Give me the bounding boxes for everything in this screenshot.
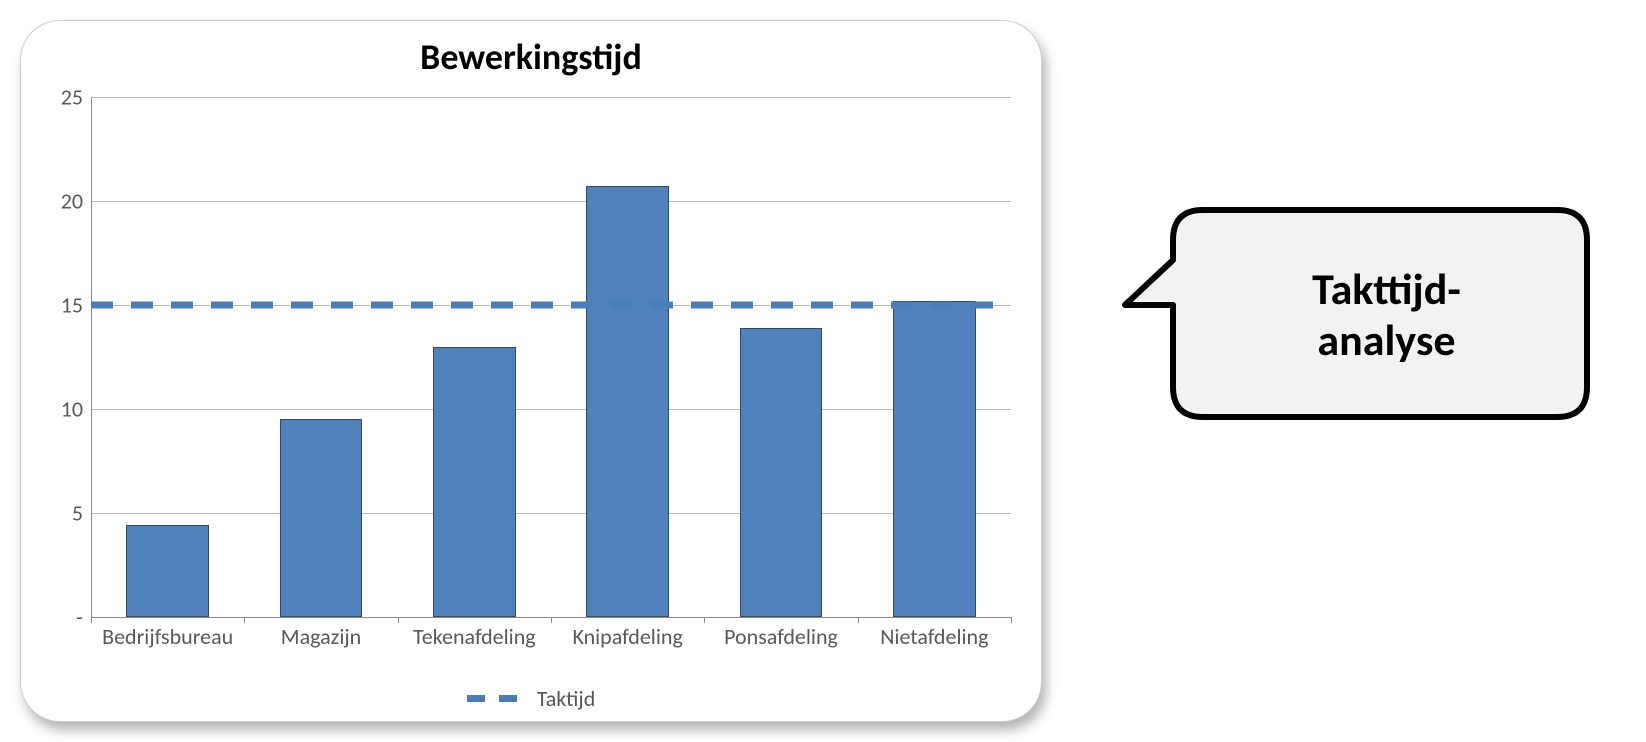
- chart-legend: Taktijd: [21, 681, 1041, 712]
- chart-card: Bewerkingstijd -510152025BedrijfsbureauM…: [20, 20, 1042, 722]
- gridline: [91, 409, 1011, 410]
- y-tick-label: -: [76, 604, 83, 631]
- x-tick-label: Tekenafdeling: [413, 623, 536, 650]
- y-axis: [91, 97, 92, 617]
- stage: Bewerkingstijd -510152025BedrijfsbureauM…: [0, 0, 1646, 742]
- gridline: [91, 201, 1011, 202]
- x-tick-mark: [1011, 617, 1012, 623]
- takt-reference-line: [91, 302, 1011, 309]
- bar: [740, 328, 823, 617]
- x-tick-label: Nietafdeling: [880, 623, 988, 650]
- bar: [126, 525, 209, 617]
- chart-title: Bewerkingstijd: [21, 35, 1041, 79]
- bar: [433, 347, 516, 617]
- x-tick-mark: [244, 617, 245, 623]
- bar: [586, 186, 669, 617]
- y-tick-label: 5: [72, 500, 83, 527]
- callout-bubble: Takttijd- analyse: [1120, 190, 1590, 420]
- x-tick-mark: [551, 617, 552, 623]
- x-tick-label: Ponsafdeling: [724, 623, 838, 650]
- callout-text: Takttijd- analyse: [1120, 190, 1590, 420]
- bar: [280, 419, 363, 617]
- x-tick-label: Bedrijfsbureau: [102, 623, 233, 650]
- x-tick-mark: [858, 617, 859, 623]
- x-tick-label: Knipafdeling: [572, 623, 682, 650]
- x-tick-mark: [398, 617, 399, 623]
- y-tick-label: 20: [61, 188, 83, 215]
- x-tick-mark: [704, 617, 705, 623]
- legend-dash-icon: [467, 695, 527, 702]
- gridline: [91, 97, 1011, 98]
- x-tick-mark: [91, 617, 92, 623]
- plot-area: -510152025BedrijfsbureauMagazijnTekenafd…: [91, 97, 1011, 617]
- y-tick-label: 15: [61, 292, 83, 319]
- bar: [893, 301, 976, 617]
- legend-label: Taktijd: [537, 685, 596, 712]
- gridline: [91, 513, 1011, 514]
- x-tick-label: Magazijn: [281, 623, 361, 650]
- y-tick-label: 10: [61, 396, 83, 423]
- y-tick-label: 25: [61, 84, 83, 111]
